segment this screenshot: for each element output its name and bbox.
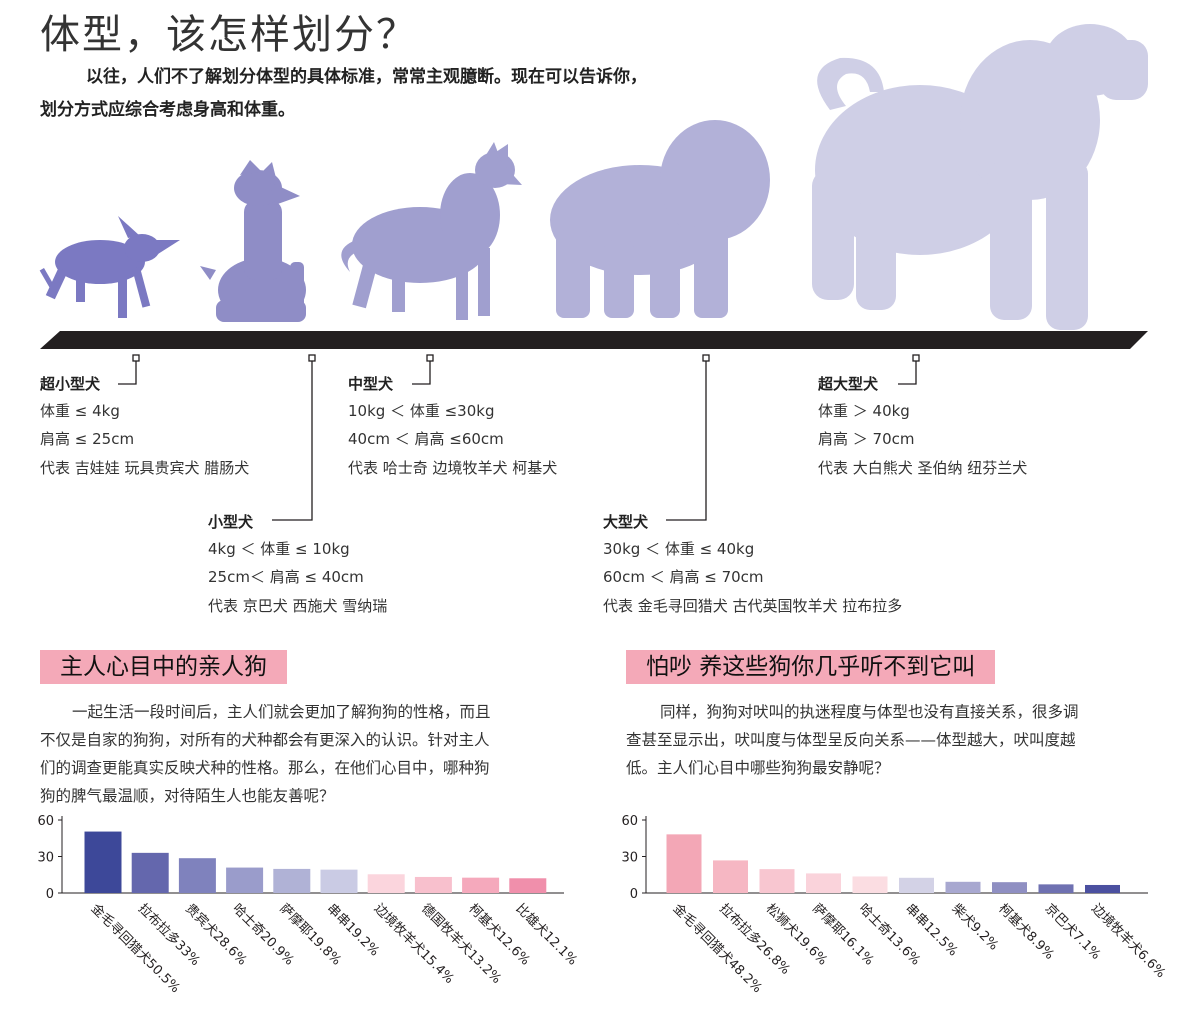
chart-bar [1085, 884, 1120, 893]
chart-bar [899, 877, 934, 893]
section-paragraph-line: 查甚至显示出，吠叫度与体型呈反向关系——体型越大，吠叫度越 [626, 731, 1076, 749]
chart-bar [509, 878, 547, 893]
section-paragraph-line: 们的调查更能真实反映犬种的性格。那么，在他们心目中，哪种狗 [40, 759, 490, 777]
y-tick-label: 60 [621, 814, 638, 829]
section-paragraph-line: 低。主人们心目中哪些狗狗最安静呢？ [626, 759, 890, 777]
category-name: 超小型犬 [40, 375, 101, 393]
chart-bar [992, 882, 1027, 893]
schnauzer-silhouette-icon [200, 160, 306, 322]
category-height: 60cm ＜ 肩高 ≤ 70cm [603, 568, 764, 586]
section-paragraph-line: 狗的脾气最温顺，对待陌生人也能友善呢？ [40, 787, 335, 805]
chart-bar [273, 868, 311, 893]
category-name: 大型犬 [603, 513, 649, 531]
category-height: 25cm＜ 肩高 ≤ 40cm [208, 568, 364, 586]
chart-bar [226, 867, 264, 893]
chart-bar [852, 876, 888, 893]
x-category-label: 边境牧羊犬6.6% [1088, 901, 1169, 982]
category-examples: 代表 哈士奇 边境牧羊犬 柯基犬 [348, 459, 558, 477]
category-height: 40cm ＜ 肩高 ≤60cm [348, 430, 504, 448]
chart-bar [131, 852, 169, 893]
chart-bar [713, 860, 748, 893]
y-tick-label: 0 [46, 887, 54, 902]
size-baseline [40, 331, 1148, 349]
chart-bar [178, 858, 216, 893]
category-name: 中型犬 [348, 375, 394, 393]
category-name: 小型犬 [208, 513, 254, 531]
y-tick-label: 0 [630, 887, 638, 902]
chart-bar [759, 869, 795, 893]
size-timeline-graphic [39, 24, 1148, 521]
chart-bar [84, 831, 122, 893]
chart-bar [666, 834, 702, 893]
category-examples: 代表 京巴犬 西施犬 雪纳瑞 [208, 597, 388, 615]
intro-line-2: 划分方式应综合考虑身高和体重。 [40, 100, 295, 120]
category-height: 肩高 ≤ 25cm [40, 430, 135, 448]
chart-bar [367, 874, 405, 893]
category-weight: 体重 ≤ 4kg [40, 402, 120, 420]
chart-bar [806, 873, 841, 893]
mastiff-silhouette-icon [812, 24, 1148, 330]
section-paragraph-line: 不仅是自家的狗狗，对所有的犬种都会有更深入的认识。针对主人 [40, 731, 490, 749]
chart-bar [462, 877, 500, 893]
friendliness-bar-chart: 60300金毛寻回猎犬50.5%拉布拉多33%贵宾犬28.6%哈士奇20.9%萨… [37, 814, 579, 996]
category-weight: 30kg ＜ 体重 ≤ 40kg [603, 540, 755, 558]
intro-line-1: 以往，人们不了解划分体型的具体标准，常常主观臆断。现在可以告诉你， [86, 67, 647, 87]
section-paragraph-line: 一起生活一段时间后，主人们就会更加了解狗狗的性格，而且 [72, 703, 491, 721]
chart-bar [414, 876, 452, 893]
y-tick-label: 30 [621, 851, 638, 866]
category-weight: 体重 ＞ 40kg [818, 402, 910, 420]
section-paragraph-line: 同样，狗狗对吠叫的执迷程度与体型也没有直接关系，很多调 [660, 703, 1079, 721]
y-tick-label: 30 [37, 851, 54, 866]
x-category-label: 金毛寻回猎犬48.2% [670, 901, 766, 997]
sheepdog-silhouette-icon [550, 120, 770, 318]
chart-bar [320, 869, 358, 893]
section-title-friendly-dogs: 主人心目中的亲人狗 [40, 650, 287, 684]
category-height: 肩高 ＞ 70cm [818, 430, 915, 448]
y-tick-label: 60 [37, 814, 54, 829]
chart-bar [1038, 884, 1074, 893]
section-title-quiet-dogs: 怕吵 养这些狗你几乎听不到它叫 [626, 650, 996, 684]
category-weight: 10kg ＜ 体重 ≤30kg [348, 402, 495, 420]
page-title: 体型，该怎样划分？ [40, 12, 418, 58]
chihuahua-silhouette-icon [39, 216, 180, 318]
category-examples: 代表 金毛寻回猎犬 古代英国牧羊犬 拉布拉多 [603, 597, 903, 615]
category-name: 超大型犬 [818, 375, 879, 393]
category-examples: 代表 大白熊犬 圣伯纳 纽芬兰犬 [818, 459, 1028, 477]
category-weight: 4kg ＜ 体重 ≤ 10kg [208, 540, 350, 558]
collie-silhouette-icon [341, 142, 522, 320]
category-examples: 代表 吉娃娃 玩具贵宾犬 腊肠犬 [40, 459, 250, 477]
chart-bar [945, 881, 981, 893]
